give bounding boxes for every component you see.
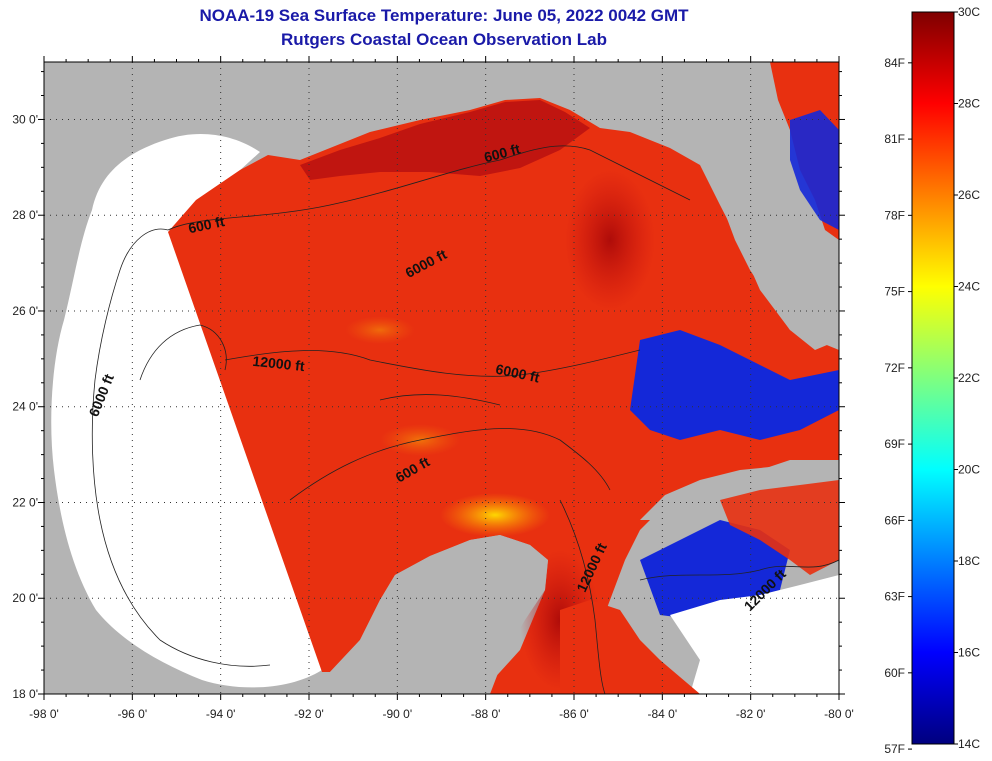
- map-title: NOAA-19 Sea Surface Temperature: June 05…: [199, 6, 689, 25]
- lon-tick-label: -90 0': [383, 707, 413, 721]
- depth-contour-label: 600 ft: [187, 213, 226, 236]
- fahrenheit-label: 66F: [884, 513, 905, 527]
- caribbean-warm-east: [720, 480, 839, 575]
- fahrenheit-label: 63F: [884, 590, 905, 604]
- cool-filament: [345, 316, 415, 344]
- colorbar-bar: [911, 11, 955, 745]
- celsius-label: 14C: [958, 737, 980, 751]
- celsius-label: 24C: [958, 280, 980, 294]
- fahrenheit-label: 81F: [884, 132, 905, 146]
- celsius-label: 30C: [958, 5, 980, 19]
- celsius-label: 16C: [958, 646, 980, 660]
- temperature-colorbar: 30C 28C 26C 24C 22C 20C 18C 16C 14C 84F 81F 78F 75F 7…: [884, 5, 980, 756]
- fahrenheit-label: 84F: [884, 56, 905, 70]
- loop-current-core: [565, 170, 655, 310]
- fahrenheit-label: 57F: [884, 742, 905, 756]
- caribbean-cool-region: [640, 520, 790, 620]
- lon-tick-label: -92 0': [294, 707, 324, 721]
- lon-tick-label: -94 0': [206, 707, 236, 721]
- map-subtitle: Rutgers Coastal Ocean Observation Lab: [281, 30, 607, 49]
- northern-shelf-warm: [300, 100, 590, 180]
- fahrenheit-label: 75F: [884, 285, 905, 299]
- lat-tick-label: 18 0': [12, 687, 38, 701]
- lat-tick-label: 20 0': [12, 591, 38, 605]
- east-florida-cool-region: [790, 110, 839, 230]
- fahrenheit-label: 78F: [884, 208, 905, 222]
- celsius-label: 26C: [958, 188, 980, 202]
- florida-cool-region: [630, 330, 839, 440]
- celsius-label: 20C: [958, 463, 980, 477]
- celsius-label: 22C: [958, 371, 980, 385]
- lon-tick-label: -96 0': [118, 707, 148, 721]
- fahrenheit-label: 60F: [884, 666, 905, 680]
- lon-tick-label: -98 0': [29, 707, 59, 721]
- lat-tick-label: 26 0': [12, 304, 38, 318]
- fahrenheit-label: 69F: [884, 437, 905, 451]
- yucatan-peninsula: [330, 535, 548, 694]
- lon-tick-label: -80 0': [824, 707, 854, 721]
- lat-tick-label: 28 0': [12, 208, 38, 222]
- lon-tick-label: -82 0': [736, 707, 766, 721]
- depth-contour-label: 12000 ft: [252, 353, 306, 374]
- map-axes: -98 0' -96 0' -94 0' -92 0' -90 0' -88 0' -86 …: [12, 56, 854, 721]
- caribbean-clouds-white: [670, 575, 839, 694]
- lon-tick-label: -84 0': [648, 707, 678, 721]
- campeche-bank-patch: [440, 493, 550, 537]
- bathymetry-contours: [91, 145, 839, 694]
- cuba: [640, 462, 839, 520]
- lat-tick-label: 22 0': [12, 495, 38, 509]
- lon-tick-label: -88 0': [471, 707, 501, 721]
- graticule: [44, 62, 839, 694]
- satellite-swath: [168, 98, 839, 694]
- western-gulf-water: [51, 133, 327, 688]
- fahrenheit-label: 72F: [884, 361, 905, 375]
- lon-tick-label: -86 0': [559, 707, 589, 721]
- celsius-label: 28C: [958, 97, 980, 111]
- celsius-label: 18C: [958, 554, 980, 568]
- lat-tick-label: 30 0': [12, 112, 38, 126]
- lat-tick-label: 24 0': [12, 400, 38, 414]
